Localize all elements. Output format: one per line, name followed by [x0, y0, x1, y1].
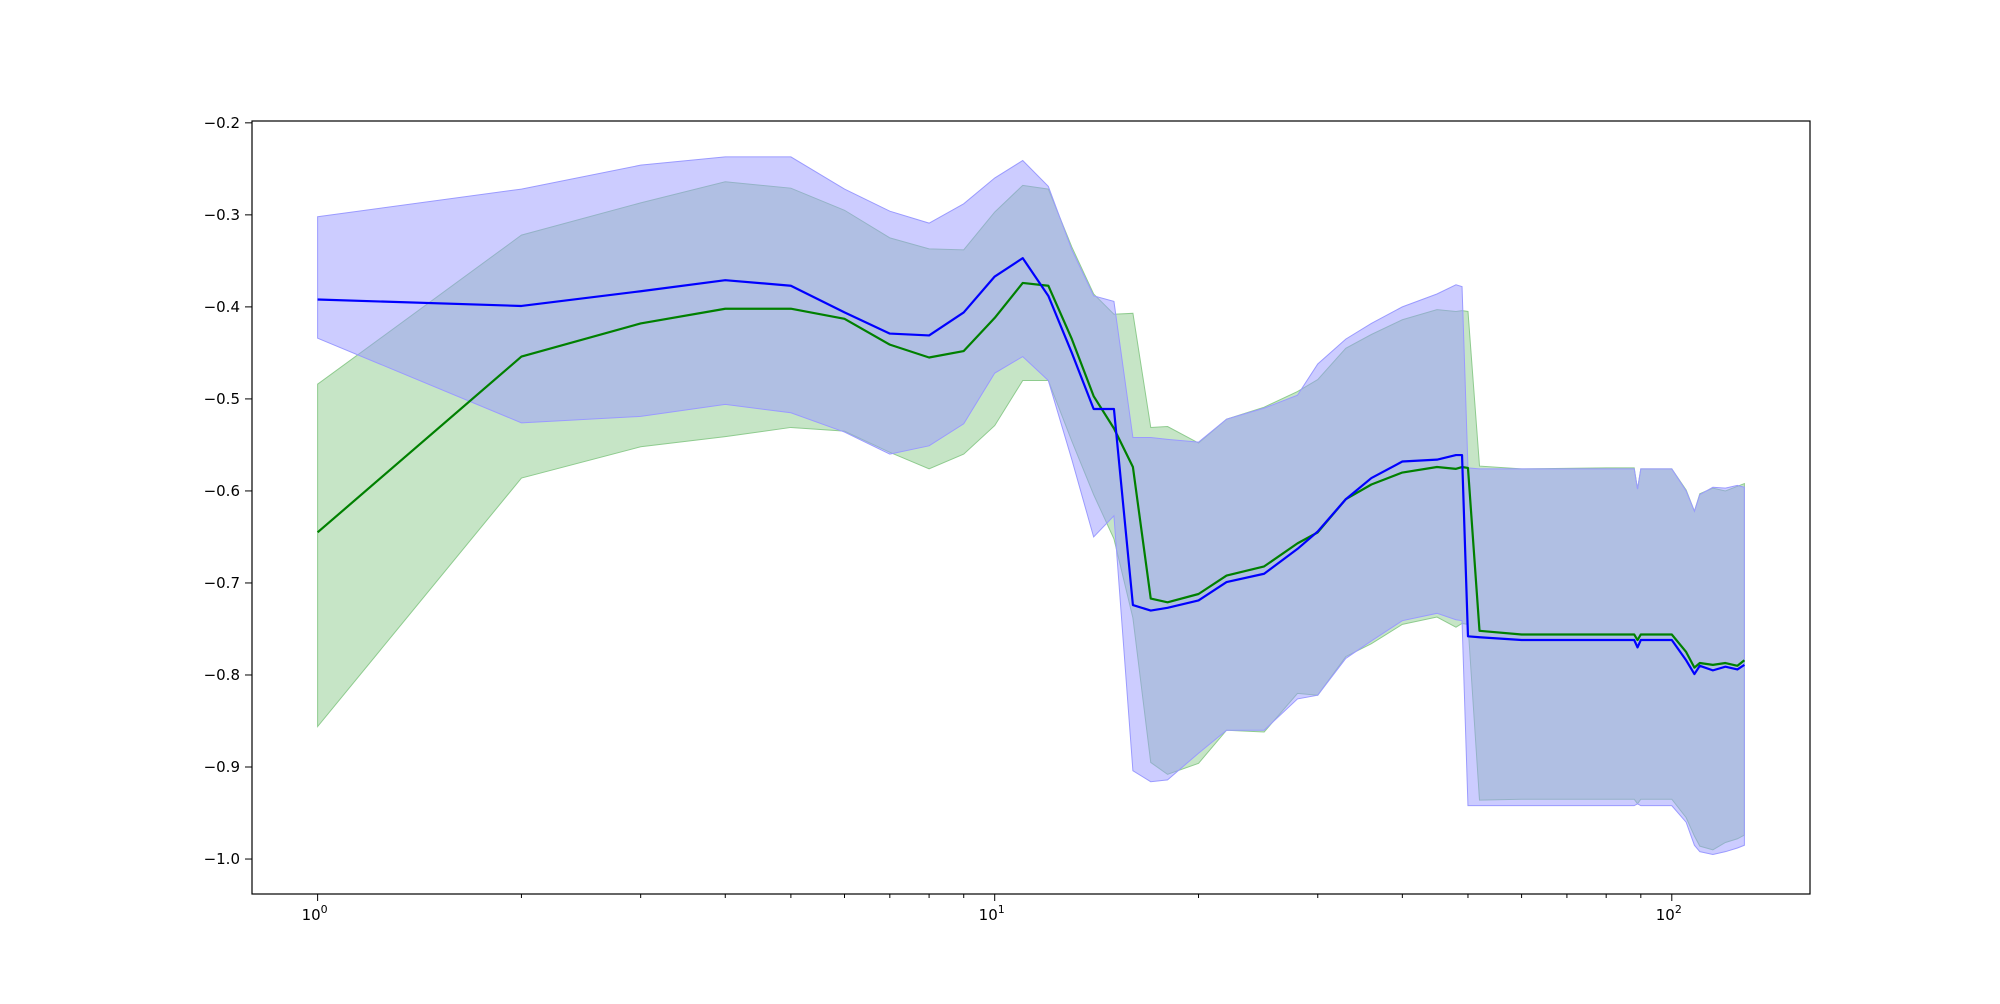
series-2-band	[317, 156, 1745, 855]
y-tick-label: −0.5	[204, 390, 240, 408]
y-tick-label: −0.7	[204, 574, 240, 592]
axes-frame	[251, 120, 1811, 895]
confidence-bands	[317, 156, 1745, 855]
y-tick-label: −0.6	[204, 482, 240, 500]
series-1-line	[316, 281, 1746, 669]
y-tick-label: −0.2	[204, 114, 240, 132]
y-tick-label: −0.8	[204, 666, 240, 684]
y-tick-label: −0.3	[204, 206, 240, 224]
y-axis-ticks: −0.2 −0.3 −0.4 −0.5 −0.6 −0.7 −0.8 −0.9 −1.0	[204, 114, 252, 868]
y-tick-label: −0.9	[204, 758, 240, 776]
series-lines	[316, 257, 1746, 676]
x-axis-ticks: 100 101 102	[302, 894, 1682, 924]
y-tick-label: −1.0	[204, 850, 240, 868]
series-2-line	[317, 257, 1745, 676]
y-tick-label: −0.4	[204, 298, 240, 316]
